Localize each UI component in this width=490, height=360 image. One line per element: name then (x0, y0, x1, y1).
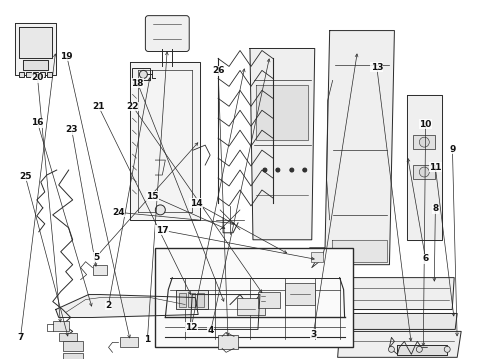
Text: 21: 21 (92, 102, 105, 111)
Circle shape (303, 168, 307, 172)
Circle shape (419, 137, 429, 147)
Polygon shape (256, 85, 308, 140)
Polygon shape (23, 60, 48, 71)
Text: 5: 5 (93, 253, 99, 262)
Text: 12: 12 (185, 323, 197, 332)
Polygon shape (328, 278, 454, 310)
Polygon shape (332, 240, 388, 262)
Bar (311, 252, 323, 262)
Polygon shape (338, 332, 461, 357)
Bar (59, 333, 76, 341)
Bar (176, 289, 208, 310)
Text: 23: 23 (66, 125, 78, 134)
Bar (188, 293, 195, 306)
Text: 15: 15 (146, 192, 158, 201)
Bar (47, 72, 52, 77)
Bar (414, 165, 435, 179)
Text: 4: 4 (208, 326, 214, 335)
Bar (53, 321, 69, 332)
Circle shape (416, 346, 422, 352)
Bar (218, 336, 238, 349)
Text: 16: 16 (31, 118, 44, 127)
Text: 14: 14 (190, 199, 202, 208)
Text: 10: 10 (419, 120, 432, 129)
Circle shape (290, 168, 294, 172)
Text: 9: 9 (449, 145, 456, 154)
Text: 2: 2 (105, 301, 111, 310)
Bar (197, 293, 204, 306)
Circle shape (263, 168, 267, 172)
Text: 24: 24 (112, 208, 124, 217)
Polygon shape (19, 27, 52, 58)
Polygon shape (56, 294, 198, 318)
Polygon shape (250, 49, 315, 240)
Polygon shape (190, 294, 260, 329)
Text: 6: 6 (422, 255, 429, 264)
Bar (237, 298, 265, 315)
Text: 7: 7 (17, 333, 24, 342)
Circle shape (419, 167, 429, 177)
Circle shape (155, 205, 165, 215)
Bar (285, 283, 315, 305)
Polygon shape (130, 62, 200, 220)
Text: 25: 25 (19, 172, 31, 181)
Bar (179, 293, 186, 306)
Text: 11: 11 (429, 163, 441, 172)
Bar (258, 292, 280, 307)
Circle shape (444, 346, 450, 352)
Text: 13: 13 (370, 63, 383, 72)
Bar (155, 248, 353, 347)
Bar (19, 72, 24, 77)
Bar (40, 72, 45, 77)
Text: 1: 1 (144, 335, 150, 344)
Text: 3: 3 (310, 330, 317, 339)
Text: 26: 26 (212, 66, 224, 75)
Text: 20: 20 (31, 73, 44, 82)
Bar (26, 72, 31, 77)
Polygon shape (336, 314, 457, 329)
Text: 8: 8 (432, 204, 439, 213)
Text: 17: 17 (156, 226, 169, 235)
Polygon shape (15, 23, 56, 75)
Bar (63, 353, 83, 360)
Bar (414, 135, 435, 149)
Bar (33, 72, 38, 77)
Text: 18: 18 (131, 79, 144, 88)
Bar (121, 337, 138, 347)
FancyBboxPatch shape (146, 15, 189, 51)
Text: 22: 22 (126, 102, 139, 111)
Bar (132, 68, 150, 80)
Circle shape (389, 346, 394, 352)
Polygon shape (397, 345, 447, 355)
Bar (63, 341, 83, 351)
Text: 19: 19 (61, 52, 73, 61)
Circle shape (276, 168, 280, 172)
Bar (93, 265, 106, 275)
Polygon shape (407, 95, 442, 240)
Circle shape (140, 71, 147, 78)
Polygon shape (325, 31, 394, 265)
